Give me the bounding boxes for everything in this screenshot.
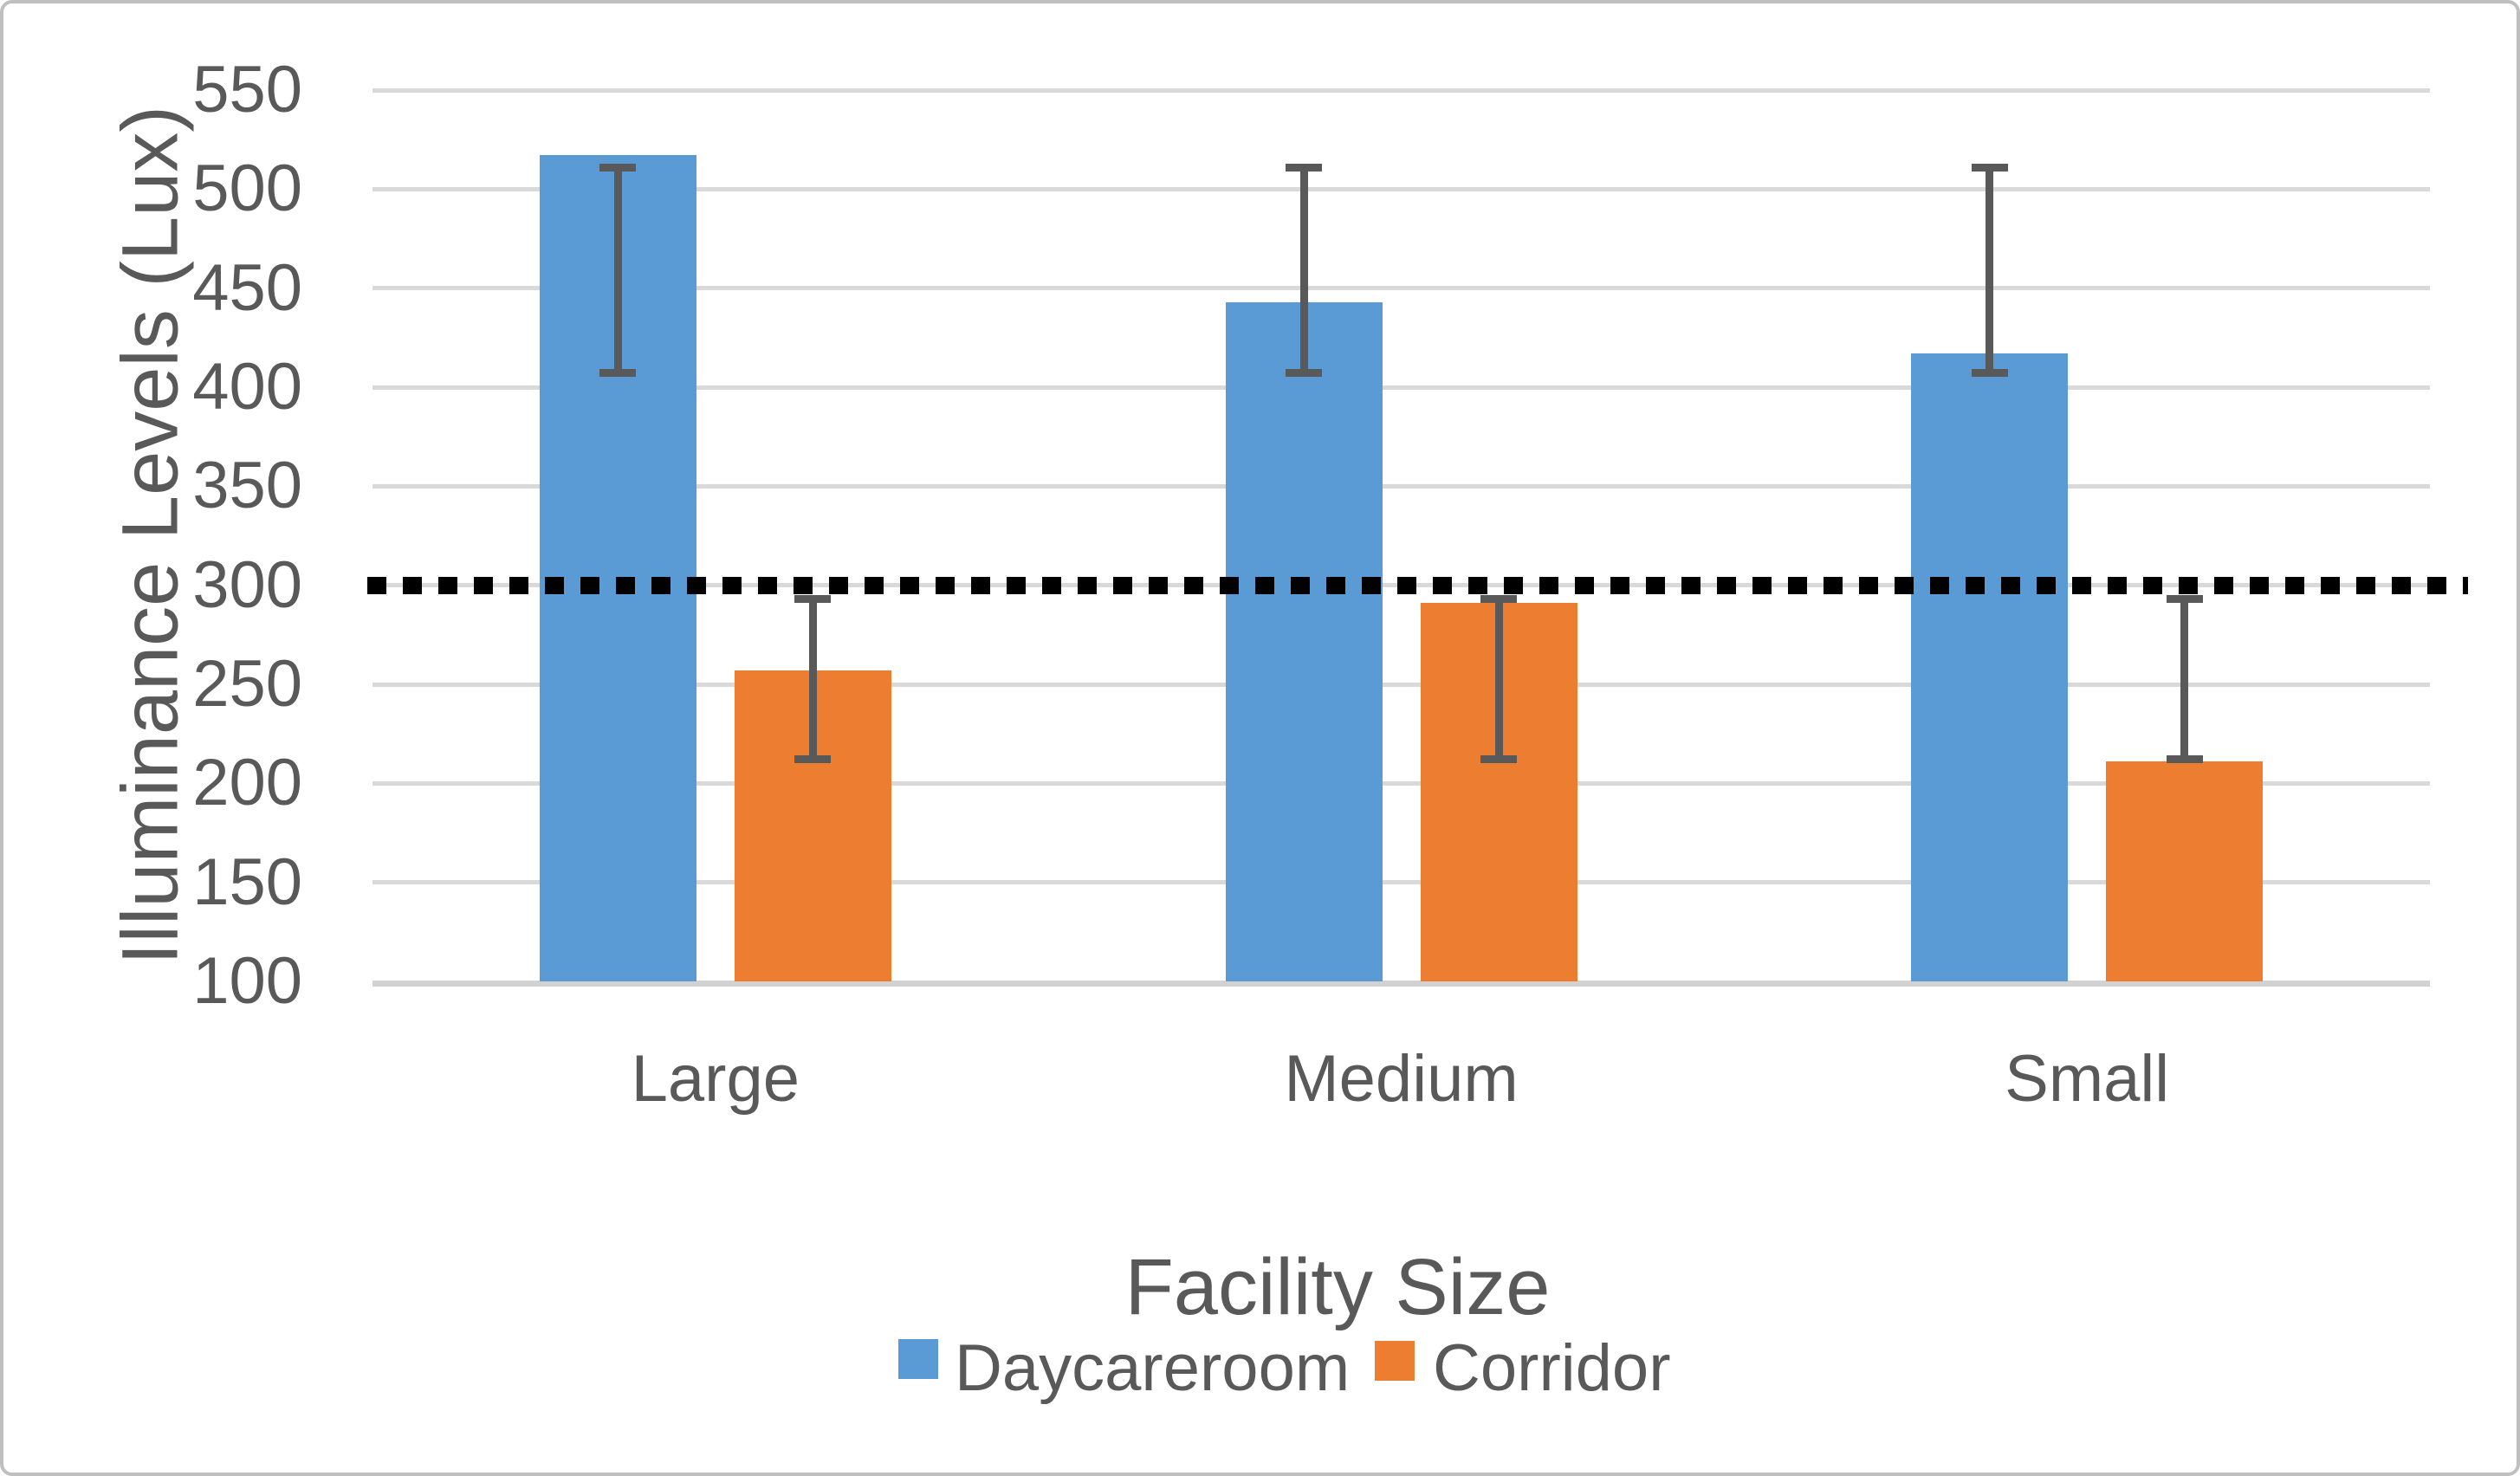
error-bar-stem-corridor-large: [808, 599, 817, 760]
x-tick-medium: Medium: [1284, 1042, 1519, 1116]
x-tick-small: Small: [2005, 1042, 2170, 1116]
reference-line-300-lux: [367, 576, 2468, 594]
y-tick-100: 100: [192, 944, 302, 1018]
error-bar-cap-bottom-daycareroom-large: [599, 369, 637, 378]
legend-swatch-daycareroom: [898, 1339, 938, 1379]
bar-corridor-small: [2106, 761, 2264, 981]
error-bar-cap-top-corridor-medium: [1480, 595, 1517, 604]
y-tick-200: 200: [192, 746, 302, 820]
error-bar-stem-daycareroom-small: [1986, 167, 1994, 373]
error-bar-stem-corridor-medium: [1494, 599, 1503, 760]
legend-swatch-corridor: [1375, 1341, 1415, 1381]
x-axis-line: [372, 981, 2430, 987]
error-bar-cap-bottom-corridor-medium: [1480, 755, 1517, 764]
error-bar-cap-top-daycareroom-medium: [1286, 163, 1322, 172]
error-bar-stem-daycareroom-large: [613, 167, 622, 373]
gridline-450: [372, 286, 2430, 291]
error-bar-stem-daycareroom-medium: [1299, 167, 1308, 373]
gridline-550: [372, 87, 2430, 93]
error-bar-cap-bottom-daycareroom-medium: [1286, 369, 1322, 378]
error-bar-stem-corridor-small: [2180, 599, 2189, 760]
y-tick-250: 250: [192, 647, 302, 721]
error-bar-cap-top-daycareroom-small: [1971, 163, 2008, 172]
error-bar-cap-top-daycareroom-large: [599, 163, 637, 172]
error-bar-cap-top-corridor-large: [794, 595, 832, 604]
gridline-250: [372, 682, 2430, 687]
error-bar-cap-bottom-corridor-large: [794, 755, 832, 764]
bar-daycareroom-small: [1911, 353, 2069, 981]
x-tick-large: Large: [631, 1042, 800, 1116]
legend-label-daycareroom: Daycareroom: [955, 1331, 1351, 1405]
gridline-200: [372, 780, 2430, 786]
y-tick-400: 400: [192, 350, 302, 424]
y-axis-title: Illuminance Levels (Lux): [106, 105, 195, 966]
y-tick-150: 150: [192, 845, 302, 919]
bar-daycareroom-medium: [1225, 301, 1383, 981]
error-bar-cap-bottom-daycareroom-small: [1971, 369, 2008, 378]
y-tick-550: 550: [192, 53, 302, 126]
error-bar-cap-top-corridor-small: [2166, 595, 2203, 604]
gridline-400: [372, 385, 2430, 390]
gridline-500: [372, 186, 2430, 191]
gridline-350: [372, 483, 2430, 489]
y-tick-500: 500: [192, 152, 302, 226]
legend-label-corridor: Corridor: [1433, 1331, 1671, 1405]
y-tick-450: 450: [192, 250, 302, 325]
gridline-150: [372, 880, 2430, 885]
y-tick-300: 300: [192, 547, 302, 622]
y-tick-350: 350: [192, 449, 302, 523]
error-bar-cap-bottom-corridor-small: [2166, 755, 2203, 764]
x-axis-title: Facility Size: [1124, 1243, 1551, 1331]
